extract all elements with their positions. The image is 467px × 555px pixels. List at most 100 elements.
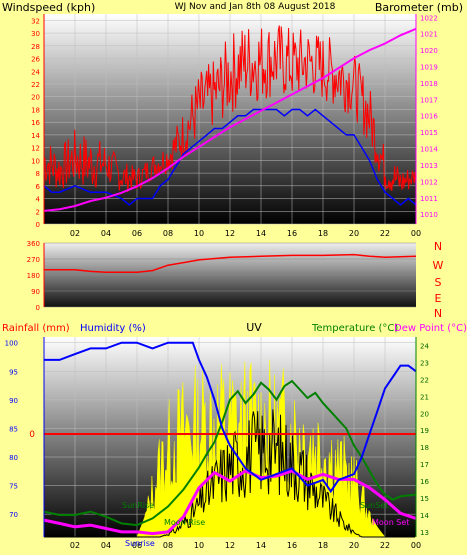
wind-tick-label: 2: [36, 208, 40, 216]
compass-e: E: [435, 292, 442, 305]
rainfall-label: Rainfall (mm): [2, 323, 70, 334]
wind-tick-label: 24: [31, 68, 40, 76]
temp-tick-label: 15: [420, 495, 429, 503]
x-tick-label: 20: [349, 229, 359, 238]
dewpoint-line: [43, 469, 417, 536]
wind-avg-line: [43, 108, 417, 206]
baro-tick-label: 1020: [420, 47, 438, 55]
temp-tick-label: 19: [420, 427, 429, 435]
climate-x-axis: 02 04 06 08 10 12 14 16 18 20 22 00: [70, 541, 421, 550]
wind-tick-label: 16: [31, 119, 40, 127]
direction-tick-label: 90: [31, 288, 40, 296]
x-tick-label: 14: [256, 229, 266, 238]
temperature-line: [43, 379, 417, 527]
baro-tick-label: 1019: [420, 64, 438, 72]
wind-tick-label: 22: [31, 81, 40, 89]
compass-w: W: [433, 259, 444, 272]
direction-tick-label: 0: [36, 304, 40, 312]
direction-y-axis: 0 90 180 270 360: [27, 240, 40, 312]
temp-tick-label: 14: [420, 512, 429, 520]
x-tick-label: 04: [101, 541, 111, 550]
x-tick-label: 20: [349, 541, 359, 550]
baro-tick-label: 1016: [420, 113, 438, 121]
x-tick-label: 18: [318, 541, 328, 550]
compass-n-top: N: [434, 240, 442, 253]
baro-tick-label: 1017: [420, 96, 438, 104]
humidity-tick-label: 90: [9, 397, 18, 405]
direction-grid: [44, 242, 416, 308]
wind-gust-line: [43, 25, 417, 193]
wind-gust-series: [43, 25, 417, 193]
x-tick-label: 06: [132, 541, 142, 550]
wind-tick-label: 12: [31, 145, 40, 153]
wind-tick-label: 30: [31, 30, 40, 38]
temperature-series: [43, 379, 417, 527]
wind-x-axis: 02 04 06 08 10 12 14 16 18 20 22 00: [70, 229, 421, 238]
temp-tick-label: 16: [420, 478, 429, 486]
windspeed-label: Windspeed (kph): [2, 1, 95, 14]
temp-tick-label: 18: [420, 444, 429, 452]
x-tick-label: 16: [287, 229, 297, 238]
wind-direction-series: [44, 253, 417, 274]
wind-tick-label: 8: [36, 170, 40, 178]
x-tick-label: 00: [411, 229, 421, 238]
humidity-tick-label: 85: [9, 425, 18, 433]
humidity-tick-label: 95: [9, 368, 18, 376]
humidity-line: [44, 341, 417, 494]
wind-tick-label: 18: [31, 106, 40, 114]
x-tick-label: 08: [163, 541, 173, 550]
humidity-tick-label: 80: [9, 454, 18, 462]
x-tick-label: 14: [256, 541, 266, 550]
temp-tick-label: 24: [420, 342, 429, 350]
direction-line: [44, 253, 417, 274]
baro-tick-label: 1018: [420, 80, 438, 88]
baro-tick-label: 1010: [420, 211, 438, 219]
uv-series: [44, 409, 416, 538]
x-tick-label: 12: [225, 229, 235, 238]
humidity-tick-label: 75: [9, 483, 18, 491]
barometer-y-axis: 1010 1011 1012 1013 1014 1015 1016 1017 1018 1019…: [420, 14, 438, 219]
wind-tick-label: 20: [31, 94, 40, 102]
barometer-label: Barometer (mb): [375, 1, 463, 14]
x-tick-label: 16: [287, 541, 297, 550]
chart-title: WJ Nov and Jan 8th 08 August 2018: [175, 2, 336, 12]
x-tick-label: 22: [380, 229, 390, 238]
temp-tick-label: 21: [420, 393, 429, 401]
x-tick-label: 10: [194, 541, 204, 550]
x-tick-label: 04: [101, 229, 111, 238]
x-tick-label: 02: [70, 541, 80, 550]
barometer-line: [43, 27, 417, 212]
baro-tick-label: 1012: [420, 178, 438, 186]
temp-tick-label: 22: [420, 376, 429, 384]
wind-average-series: [43, 108, 417, 206]
baro-tick-label: 1021: [420, 31, 438, 39]
wind-tick-label: 10: [31, 157, 40, 165]
dewpoint-series: [43, 469, 417, 536]
uv-line: [44, 409, 416, 538]
compass-s: S: [435, 276, 442, 289]
baro-tick-label: 1022: [420, 14, 438, 22]
baro-tick-label: 1014: [420, 146, 438, 154]
temp-tick-label: 20: [420, 410, 429, 418]
humidity-tick-label: 100: [5, 340, 18, 348]
x-tick-label: 12: [225, 541, 235, 550]
temp-tick-label: 23: [420, 359, 429, 367]
barometer-series: [43, 27, 417, 212]
x-tick-label: 22: [380, 541, 390, 550]
humidity-tick-label: 70: [9, 511, 18, 519]
x-tick-label: 06: [132, 229, 142, 238]
dewpoint-label: Dew Point (°C): [394, 323, 467, 334]
rain-tick-label: 0: [29, 430, 35, 440]
wind-tick-label: 14: [31, 132, 40, 140]
humidity-y-axis: 70 75 80 85 90 95 100: [5, 340, 18, 519]
moonrise-annotation: Moon Rise: [164, 518, 205, 527]
direction-tick-label: 270: [27, 256, 40, 264]
compass-n-bottom: N: [434, 307, 442, 320]
x-tick-label: 10: [194, 229, 204, 238]
wind-tick-label: 0: [36, 221, 40, 229]
x-tick-label: 18: [318, 229, 328, 238]
temp-tick-label: 13: [420, 529, 429, 537]
wind-tick-label: 6: [36, 183, 41, 191]
